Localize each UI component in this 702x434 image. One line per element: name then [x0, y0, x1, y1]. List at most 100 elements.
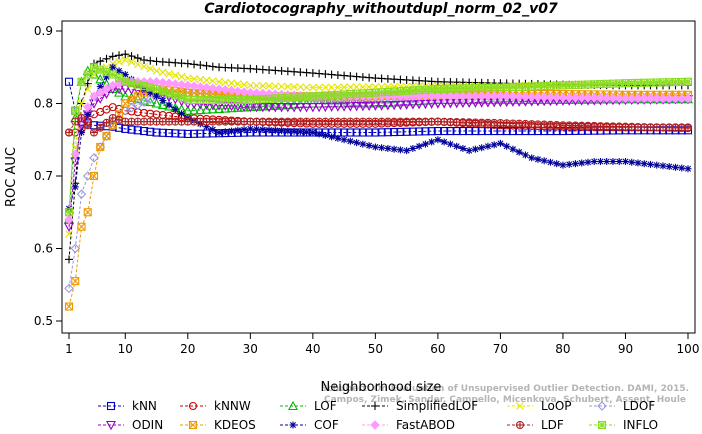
data-point-loop — [208, 77, 217, 85]
data-point-loop — [152, 66, 161, 75]
legend-label: SimplifiedLOF — [396, 399, 478, 413]
data-point-cof — [584, 158, 592, 166]
data-point-fastabod — [489, 91, 499, 101]
data-point-kdeos — [77, 222, 86, 231]
data-point-odin — [332, 102, 343, 112]
data-point-cof — [571, 160, 579, 168]
legend-marker-fastabod — [370, 420, 380, 430]
data-point-ldf — [71, 117, 80, 126]
data-point-cof — [590, 158, 598, 165]
data-point-cof — [428, 138, 436, 146]
data-point-cof — [265, 126, 273, 134]
data-point-odin — [257, 103, 268, 113]
data-point-fastabod — [620, 93, 631, 104]
data-point-lof — [270, 100, 281, 110]
data-point-fastabod — [545, 92, 556, 103]
data-point-cof — [421, 140, 429, 148]
data-point-lof — [189, 105, 200, 115]
data-point-odin — [270, 103, 281, 113]
data-point-cof — [671, 163, 679, 171]
data-point-ldf — [683, 124, 693, 133]
data-point-inflo — [83, 70, 92, 79]
data-point-fastabod — [570, 93, 581, 103]
data-point-fastabod — [633, 93, 643, 104]
data-point-cof — [459, 144, 467, 152]
data-point-odin — [339, 102, 350, 112]
data-point-fastabod — [214, 84, 224, 94]
data-point-ldof — [89, 153, 99, 163]
data-point-cof — [78, 129, 86, 136]
data-point-cof — [565, 160, 573, 168]
legend-label: COF — [314, 418, 339, 432]
y-tick-label: 0.8 — [34, 97, 53, 111]
data-point-loop — [321, 83, 330, 92]
data-point-odin — [370, 101, 381, 111]
data-point-knn — [446, 127, 455, 136]
data-point-cof — [528, 154, 536, 162]
data-point-ldof — [76, 189, 87, 199]
x-axis: 1 10 20 30 40 50 60 70 80 90 100 — [65, 333, 699, 356]
legend-item-fastabod: FastABOD — [362, 418, 455, 432]
data-point-loop — [158, 68, 167, 77]
data-point-loop — [165, 69, 173, 78]
data-point-cof — [609, 158, 617, 165]
data-point-fastabod — [95, 87, 105, 98]
data-point-odin — [364, 101, 375, 112]
data-point-loop — [196, 75, 205, 84]
data-point-knn — [133, 126, 142, 135]
data-point-cof — [178, 110, 186, 118]
data-point-odin — [276, 103, 287, 113]
data-point-knn — [383, 128, 392, 137]
data-point-ldof — [358, 97, 368, 108]
data-point-knn — [377, 128, 386, 137]
data-point-knn — [139, 127, 149, 136]
data-point-loop — [258, 81, 267, 90]
data-point-simplifiedlof — [133, 54, 142, 63]
data-point-odin — [307, 103, 318, 113]
data-point-fastabod — [170, 79, 181, 89]
data-point-loop — [308, 83, 317, 92]
data-point-odin — [376, 101, 387, 111]
data-point-loop — [283, 82, 292, 91]
data-point-ldf — [89, 128, 99, 137]
data-point-loop — [315, 83, 323, 92]
legend-marker-lof — [287, 400, 299, 411]
data-point-kdeos — [89, 171, 99, 181]
data-point-fastabod — [208, 83, 218, 93]
legend-item-lof: LOF — [280, 399, 337, 413]
y-tick-label: 0.6 — [34, 242, 53, 256]
data-point-knn — [433, 127, 442, 136]
data-point-cof — [646, 160, 654, 168]
legend-marker-knnw — [188, 401, 198, 411]
data-point-loop — [146, 64, 155, 73]
data-point-cof — [315, 130, 323, 138]
data-point-cof — [228, 127, 236, 135]
data-point-cof — [396, 146, 404, 154]
data-point-odin — [326, 102, 337, 112]
data-point-kdeos — [83, 208, 92, 217]
data-point-loop — [121, 56, 130, 64]
data-point-knnw — [139, 108, 149, 117]
legend-marker-cof — [289, 421, 297, 429]
data-point-lof — [207, 104, 218, 114]
data-point-lof — [182, 105, 193, 115]
data-point-loop — [327, 83, 336, 92]
data-point-cof — [628, 158, 636, 166]
x-tick-label: 20 — [180, 342, 195, 356]
data-point-knn — [152, 128, 161, 137]
data-point-cof — [359, 140, 367, 148]
chart-title: Cardiotocography_withoutdupl_norm_02_v07 — [204, 1, 558, 17]
data-point-odin — [395, 100, 406, 111]
x-tick-label: 50 — [368, 342, 383, 356]
data-point-inflo — [71, 106, 80, 115]
data-point-cof — [165, 101, 173, 109]
x-tick-label: 10 — [118, 342, 133, 356]
data-point-cof — [478, 144, 486, 152]
data-point-fastabod — [495, 91, 506, 101]
data-point-fastabod — [195, 82, 206, 92]
data-point-fastabod — [526, 92, 537, 102]
data-point-loop — [133, 60, 142, 69]
data-point-cof — [296, 128, 304, 136]
x-axis-label: Neighborhood size — [321, 380, 442, 395]
data-point-lof — [257, 101, 268, 111]
